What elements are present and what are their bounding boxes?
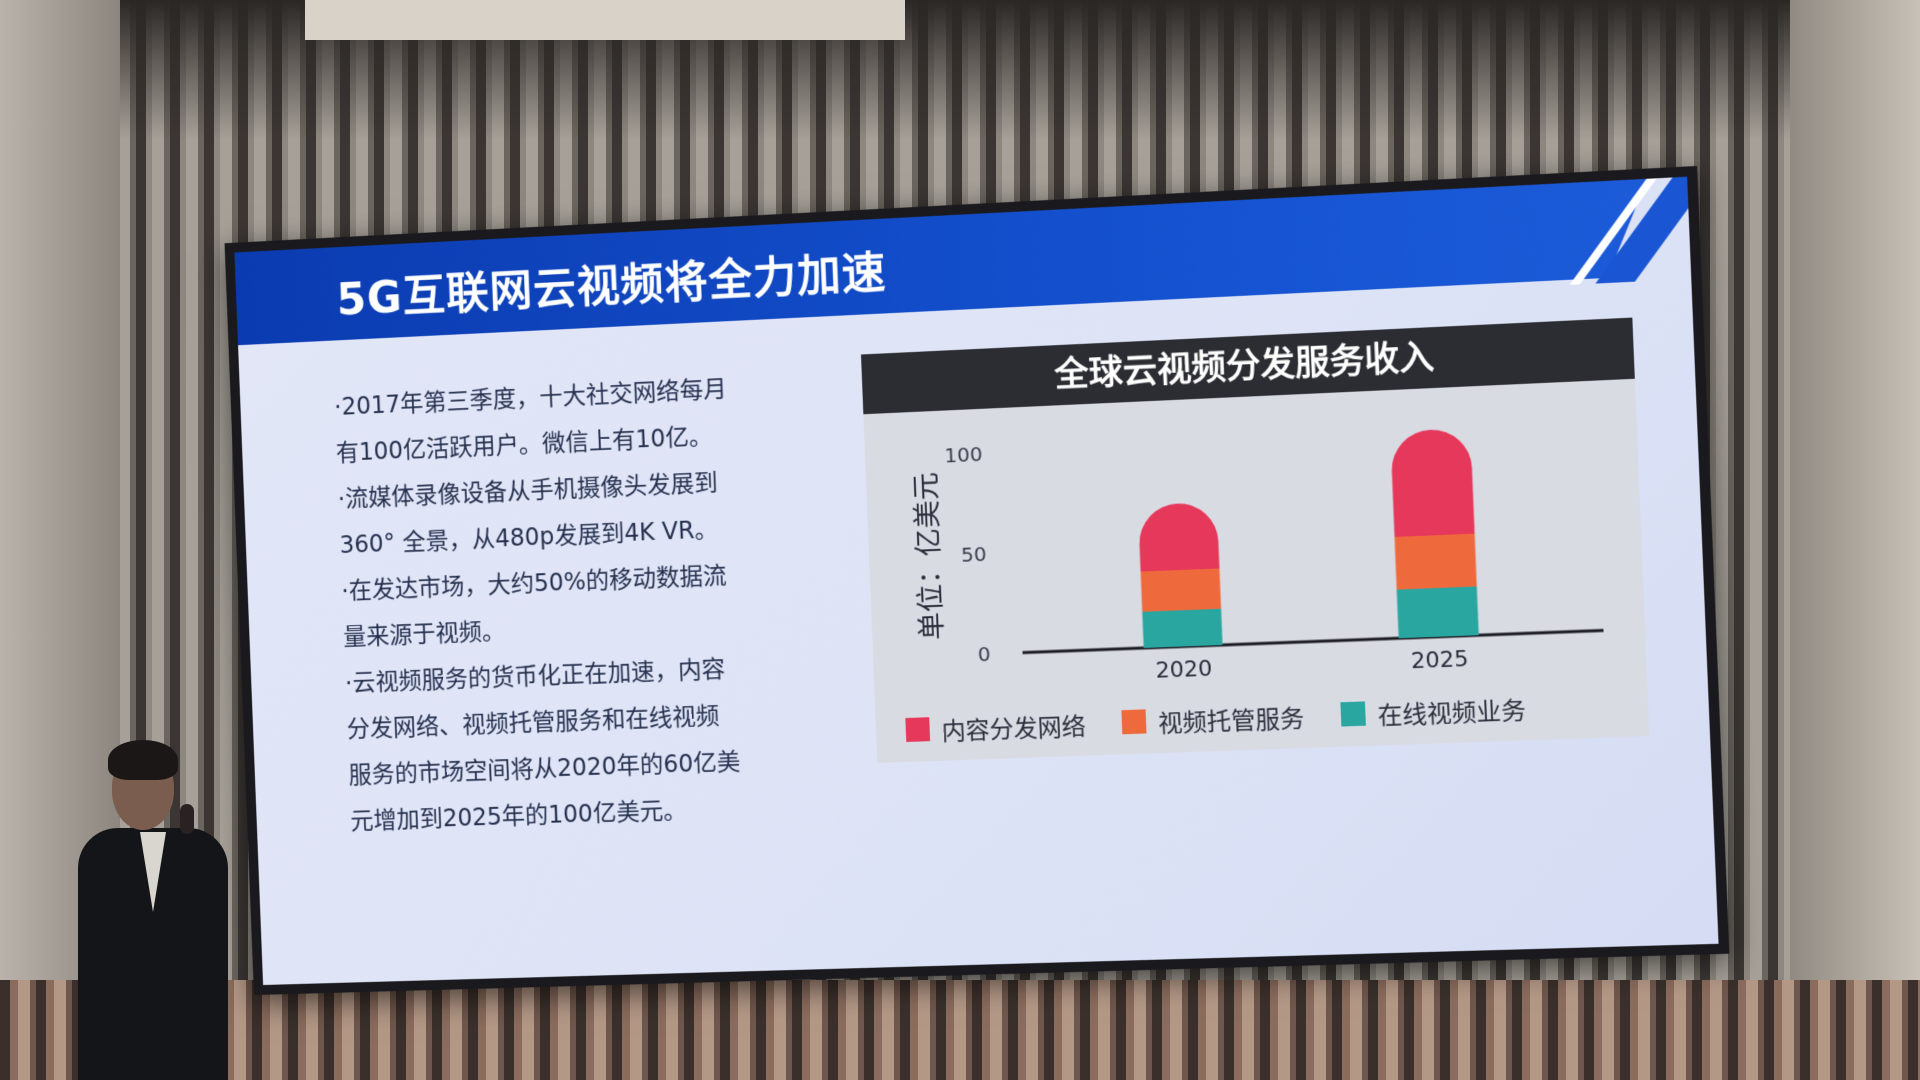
bar-segment xyxy=(1138,502,1220,572)
ceiling-beam xyxy=(305,0,905,40)
x-tick-label: 2020 xyxy=(1155,656,1213,684)
chart-panel: 全球云视频分发服务收入 单位：亿美元 100 50 0 2020 2025 内容分发网络视… xyxy=(861,318,1649,763)
y-tick-label: 100 xyxy=(944,443,983,468)
legend-item: 在线视频业务 xyxy=(1340,689,1526,732)
y-tick-label: 50 xyxy=(961,543,987,567)
legend-label: 视频托管服务 xyxy=(1157,698,1304,739)
legend-label: 在线视频业务 xyxy=(1377,690,1527,731)
ceiling-shadow xyxy=(0,0,1920,140)
legend-item: 视频托管服务 xyxy=(1121,698,1305,741)
right-wall-panel xyxy=(1790,0,1920,1080)
bar-segment xyxy=(1395,534,1477,590)
presenter-hair xyxy=(108,740,178,780)
bar-segment xyxy=(1142,609,1222,648)
legend-label: 内容分发网络 xyxy=(941,706,1086,746)
legend-item: 内容分发网络 xyxy=(905,706,1086,748)
slide: 5G互联网云视频将全力加速 ·2017年第三季度，十大社交网络每月 有100亿活… xyxy=(234,177,1718,985)
bar-segment xyxy=(1390,428,1474,537)
legend-swatch xyxy=(1121,709,1146,734)
legend-swatch xyxy=(1340,701,1366,726)
microphone xyxy=(180,804,194,834)
bar-segment xyxy=(1141,568,1221,611)
y-tick-label: 0 xyxy=(977,643,991,667)
y-axis-label: 单位：亿美元 xyxy=(909,472,949,641)
stacked-bar-chart: 单位：亿美元 100 50 0 2020 2025 xyxy=(863,379,1647,713)
legend-swatch xyxy=(905,717,930,742)
bar-segment xyxy=(1397,586,1479,638)
projection-screen: 5G互联网云视频将全力加速 ·2017年第三季度，十大社交网络每月 有100亿活… xyxy=(225,166,1730,995)
presenter xyxy=(70,740,230,1080)
bullet-list: ·2017年第三季度，十大社交网络每月 有100亿活跃用户。微信上有10亿。 ·… xyxy=(333,363,808,845)
x-tick-label: 2025 xyxy=(1410,647,1469,675)
x-axis-line xyxy=(1023,630,1604,652)
stage-wall-bottom xyxy=(0,980,1920,1080)
